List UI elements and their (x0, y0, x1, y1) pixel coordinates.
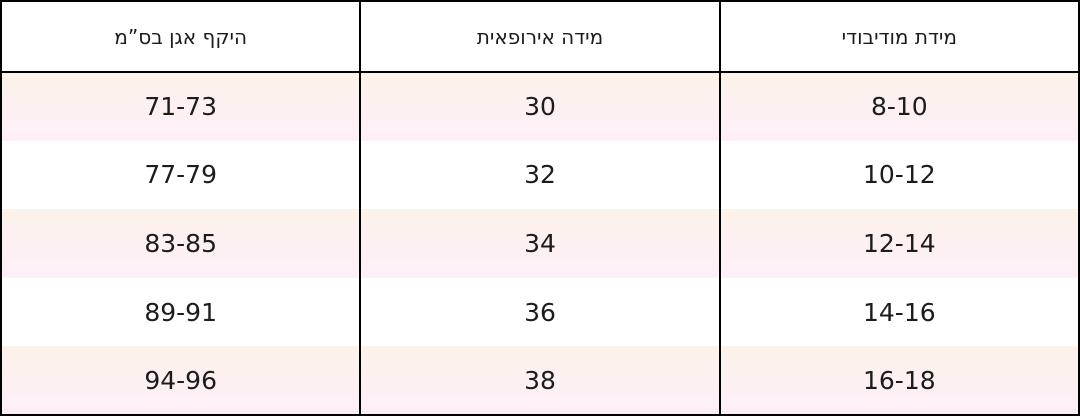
table-row: 14-16 36 89-91 (1, 277, 1079, 347)
table-row: 16-18 38 94-96 (1, 346, 1079, 415)
cell-european-size: 36 (360, 277, 721, 347)
cell-modibodi-size: 16-18 (719, 346, 1079, 415)
cell-modibodi-size: 10-12 (719, 140, 1079, 210)
cell-hip-circumference: 77-79 (1, 140, 362, 210)
cell-hip-circumference: 71-73 (1, 72, 362, 141)
cell-european-size: 34 (360, 209, 721, 278)
table-row: 10-12 32 77-79 (1, 140, 1079, 210)
cell-european-size: 38 (360, 346, 721, 415)
column-header-modibodi-size: מידת מודיבודי (719, 1, 1079, 73)
table-body: 8-10 30 71-73 10-12 32 77-79 12-14 34 83… (1, 72, 1079, 415)
header-row: מידת מודיבודי מידה אירופאית היקף אגן בס”… (1, 1, 1079, 73)
cell-modibodi-size: 8-10 (719, 72, 1079, 141)
cell-modibodi-size: 12-14 (719, 209, 1079, 278)
table-row: 8-10 30 71-73 (1, 72, 1079, 141)
cell-european-size: 32 (360, 140, 721, 210)
table-row: 12-14 34 83-85 (1, 209, 1079, 278)
column-header-hip-circumference: היקף אגן בס”מ (1, 1, 362, 73)
cell-hip-circumference: 83-85 (1, 209, 362, 278)
column-header-european-size: מידה אירופאית (360, 1, 721, 73)
cell-hip-circumference: 94-96 (1, 346, 362, 415)
table-header: מידת מודיבודי מידה אירופאית היקף אגן בס”… (1, 1, 1079, 73)
cell-hip-circumference: 89-91 (1, 277, 362, 347)
cell-european-size: 30 (360, 72, 721, 141)
cell-modibodi-size: 14-16 (719, 277, 1079, 347)
